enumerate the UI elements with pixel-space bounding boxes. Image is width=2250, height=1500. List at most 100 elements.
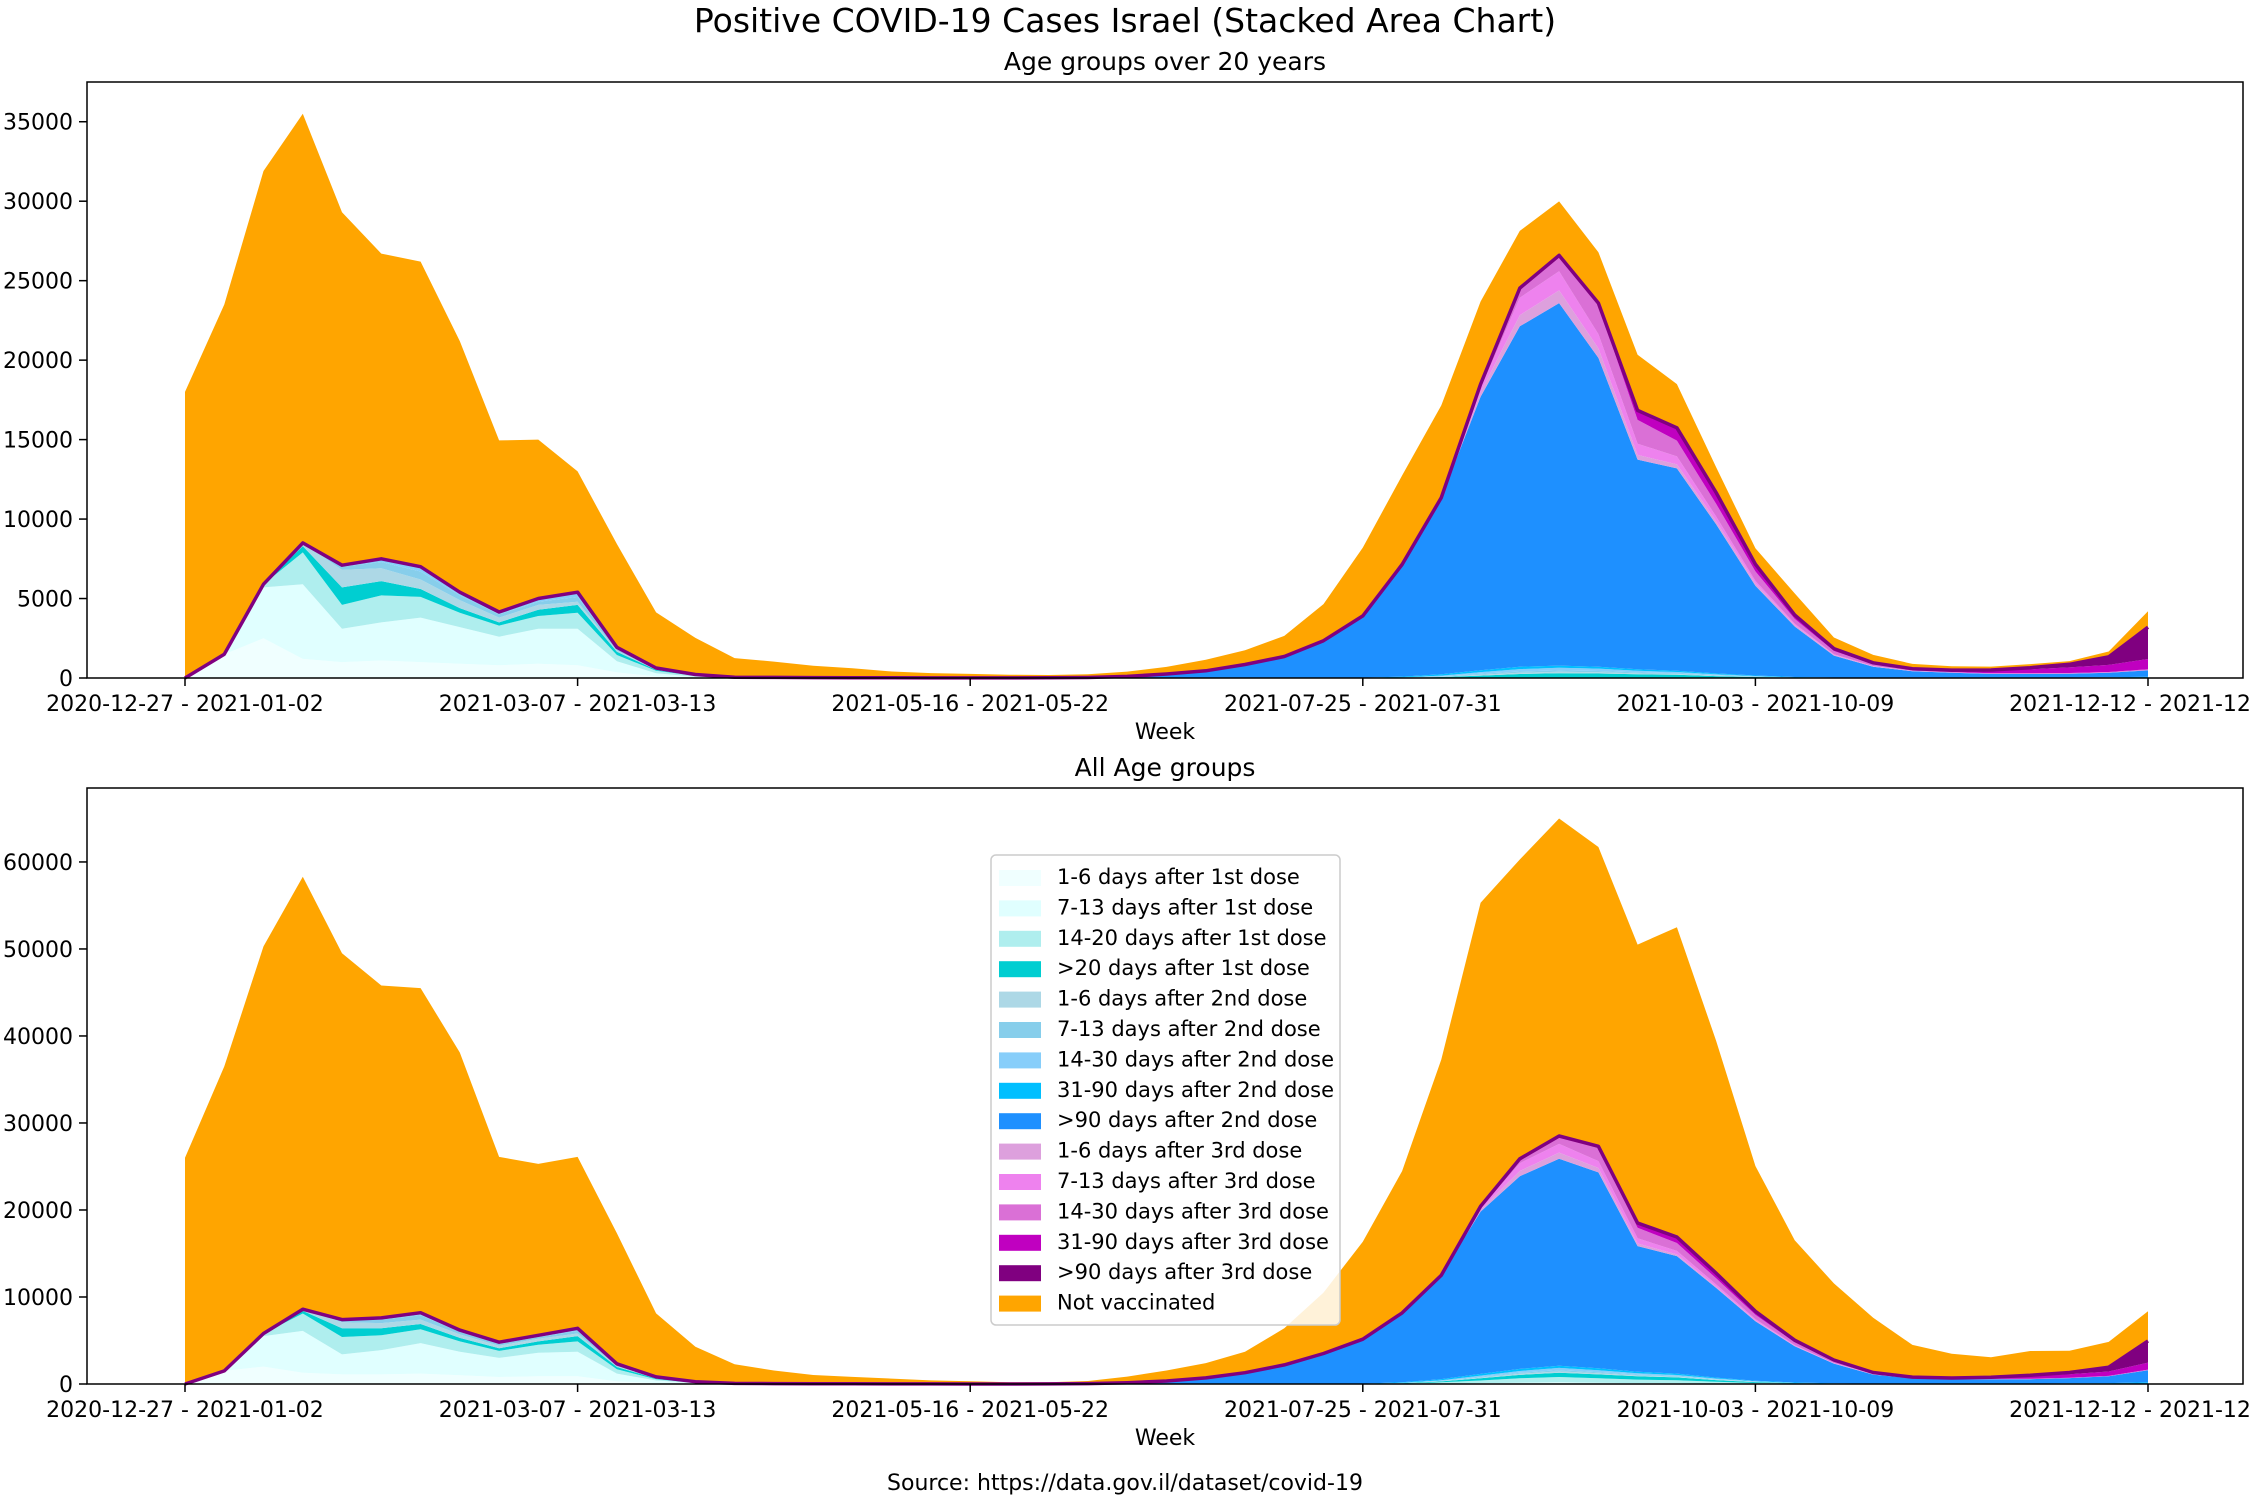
legend-entry: 1-6 days after 3rd dose — [999, 1139, 1302, 1163]
y-tick-label: 60000 — [3, 851, 73, 876]
x-tick-label: 2021-03-07 - 2021-03-13 — [439, 1398, 717, 1423]
y-tick-label: 20000 — [3, 1199, 73, 1224]
legend-entry: 7-13 days after 2nd dose — [999, 1017, 1321, 1041]
legend-swatch — [999, 1082, 1041, 1099]
y-tick-label: 50000 — [3, 938, 73, 963]
x-axis-label: Week — [1135, 720, 1196, 745]
y-tick-label: 0 — [59, 667, 73, 692]
legend-label: Not vaccinated — [1057, 1291, 1215, 1315]
area-14-20-days-after-1st-dose — [185, 552, 2148, 678]
legend-entry: 14-30 days after 3rd dose — [999, 1199, 1329, 1223]
area-7-13-days-after-1st-dose — [185, 1330, 2148, 1384]
legend-swatch — [999, 1113, 1041, 1130]
legend-swatch — [999, 1204, 1041, 1221]
legend-swatch — [999, 1174, 1041, 1190]
axes-frame — [86, 81, 2244, 679]
y-tick-label: 0 — [59, 1373, 73, 1398]
legend-entry: Not vaccinated — [999, 1291, 1215, 1315]
area-7-13-days-after-1st-dose — [185, 584, 2148, 678]
legend-swatch — [999, 1052, 1041, 1069]
x-tick-label: 2021-10-03 - 2021-10-09 — [1617, 692, 1895, 717]
y-tick-label: 35000 — [3, 111, 73, 136]
legend-swatch — [999, 900, 1041, 917]
legend-entry: 14-20 days after 1st dose — [999, 926, 1327, 950]
x-tick-label: 2021-12-12 - 2021-12-18 — [2009, 1398, 2250, 1423]
legend-swatch — [999, 1234, 1041, 1251]
panel-title: Age groups over 20 years — [1004, 47, 1326, 76]
legend-label: >90 days after 3rd dose — [1057, 1260, 1312, 1284]
panel-top: Age groups over 20 years 0 5000 10000 15000 2… — [3, 47, 2250, 745]
x-tick-label: 2021-12-12 - 2021-12-18 — [2009, 692, 2250, 717]
x-tick-label: 2021-10-03 - 2021-10-09 — [1617, 1398, 1895, 1423]
legend-label: 1-6 days after 1st dose — [1057, 865, 1300, 889]
y-tick-label: 15000 — [3, 429, 73, 454]
legend-entry: >90 days after 2nd dose — [999, 1108, 1317, 1132]
area-20-days-after-1st-dose — [185, 546, 2148, 678]
legend-swatch — [999, 1022, 1041, 1038]
y-tick-label: 25000 — [3, 270, 73, 295]
legend-entry: 14-30 days after 2nd dose — [999, 1047, 1334, 1071]
legend-entry: 31-90 days after 2nd dose — [999, 1078, 1334, 1102]
legend-entry: >90 days after 3rd dose — [999, 1260, 1312, 1284]
legend-entry: >20 days after 1st dose — [999, 956, 1310, 980]
y-tick-label: 10000 — [3, 508, 73, 533]
y-tick-label: 30000 — [3, 190, 73, 215]
x-tick-label: 2021-07-25 - 2021-07-31 — [1224, 692, 1502, 717]
legend-entry: 1-6 days after 2nd dose — [999, 987, 1307, 1011]
x-tick-label: 2020-12-27 - 2021-01-02 — [46, 1398, 324, 1423]
vaccinated-total-line — [184, 253, 2150, 680]
legend: 1-6 days after 1st dose 7-13 days after 1… — [990, 854, 1341, 1326]
x-tick-label: 2021-05-16 - 2021-05-22 — [831, 692, 1109, 717]
legend-label: 1-6 days after 2nd dose — [1057, 987, 1307, 1011]
legend-swatch — [999, 1265, 1041, 1282]
legend-entry: 7-13 days after 3rd dose — [999, 1169, 1316, 1193]
legend-box — [990, 854, 1341, 1326]
legend-swatch — [999, 930, 1041, 947]
legend-label: 7-13 days after 1st dose — [1057, 895, 1313, 919]
legend-swatch — [999, 991, 1041, 1008]
legend-label: 14-20 days after 1st dose — [1057, 926, 1327, 950]
y-tick-label: 40000 — [3, 1025, 73, 1050]
x-axis-label: Week — [1135, 1426, 1196, 1451]
area-series-group — [185, 113, 2148, 679]
legend-swatch — [999, 870, 1041, 886]
y-tick-label: 30000 — [3, 1112, 73, 1137]
x-tick-label: 2021-07-25 - 2021-07-31 — [1224, 1398, 1502, 1423]
x-tick-label: 2020-12-27 - 2021-01-02 — [46, 692, 324, 717]
legend-label: 7-13 days after 3rd dose — [1057, 1169, 1316, 1193]
legend-label: 7-13 days after 2nd dose — [1057, 1017, 1321, 1041]
panel-bottom: All Age groups 0 10000 20000 30000 40000 50000… — [3, 753, 2250, 1451]
legend-label: 31-90 days after 3rd dose — [1057, 1230, 1329, 1254]
x-tick-label: 2021-03-07 - 2021-03-13 — [439, 692, 717, 717]
area-90-days-after-2nd-dose — [185, 1158, 2148, 1384]
figure-title: Positive COVID-19 Cases Israel (Stacked … — [694, 1, 1556, 40]
legend-entry: 1-6 days after 1st dose — [999, 865, 1300, 889]
area-14-20-days-after-1st-dose — [185, 1313, 2148, 1384]
area-1-6-days-after-1st-dose — [185, 1366, 2148, 1384]
area-not-vaccinated — [185, 113, 2148, 679]
legend-swatch — [999, 1143, 1041, 1160]
x-tick-label: 2021-05-16 - 2021-05-22 — [831, 1398, 1109, 1423]
legend-swatch — [999, 961, 1041, 978]
legend-entry: 31-90 days after 3rd dose — [999, 1230, 1329, 1254]
legend-entry: 7-13 days after 1st dose — [999, 895, 1313, 919]
y-tick-label: 20000 — [3, 349, 73, 374]
legend-label: >90 days after 2nd dose — [1057, 1108, 1317, 1132]
panel-title: All Age groups — [1075, 753, 1256, 782]
legend-label: 31-90 days after 2nd dose — [1057, 1078, 1334, 1102]
vaccinated-total-line — [184, 1134, 2149, 1386]
area-1-6-days-after-1st-dose — [185, 638, 2148, 678]
source-note: Source: https://data.gov.il/dataset/covi… — [887, 1471, 1363, 1496]
y-tick-label: 5000 — [17, 588, 73, 613]
area-not-vaccinated — [185, 818, 2148, 1384]
legend-label: 14-30 days after 2nd dose — [1057, 1047, 1334, 1071]
legend-swatch — [999, 1295, 1041, 1312]
area-series-group — [185, 818, 2148, 1384]
legend-label: 14-30 days after 3rd dose — [1057, 1199, 1329, 1223]
legend-label: 1-6 days after 3rd dose — [1057, 1139, 1302, 1163]
legend-label: >20 days after 1st dose — [1057, 956, 1310, 980]
y-tick-label: 10000 — [3, 1286, 73, 1311]
area-90-days-after-2nd-dose — [185, 303, 2148, 678]
